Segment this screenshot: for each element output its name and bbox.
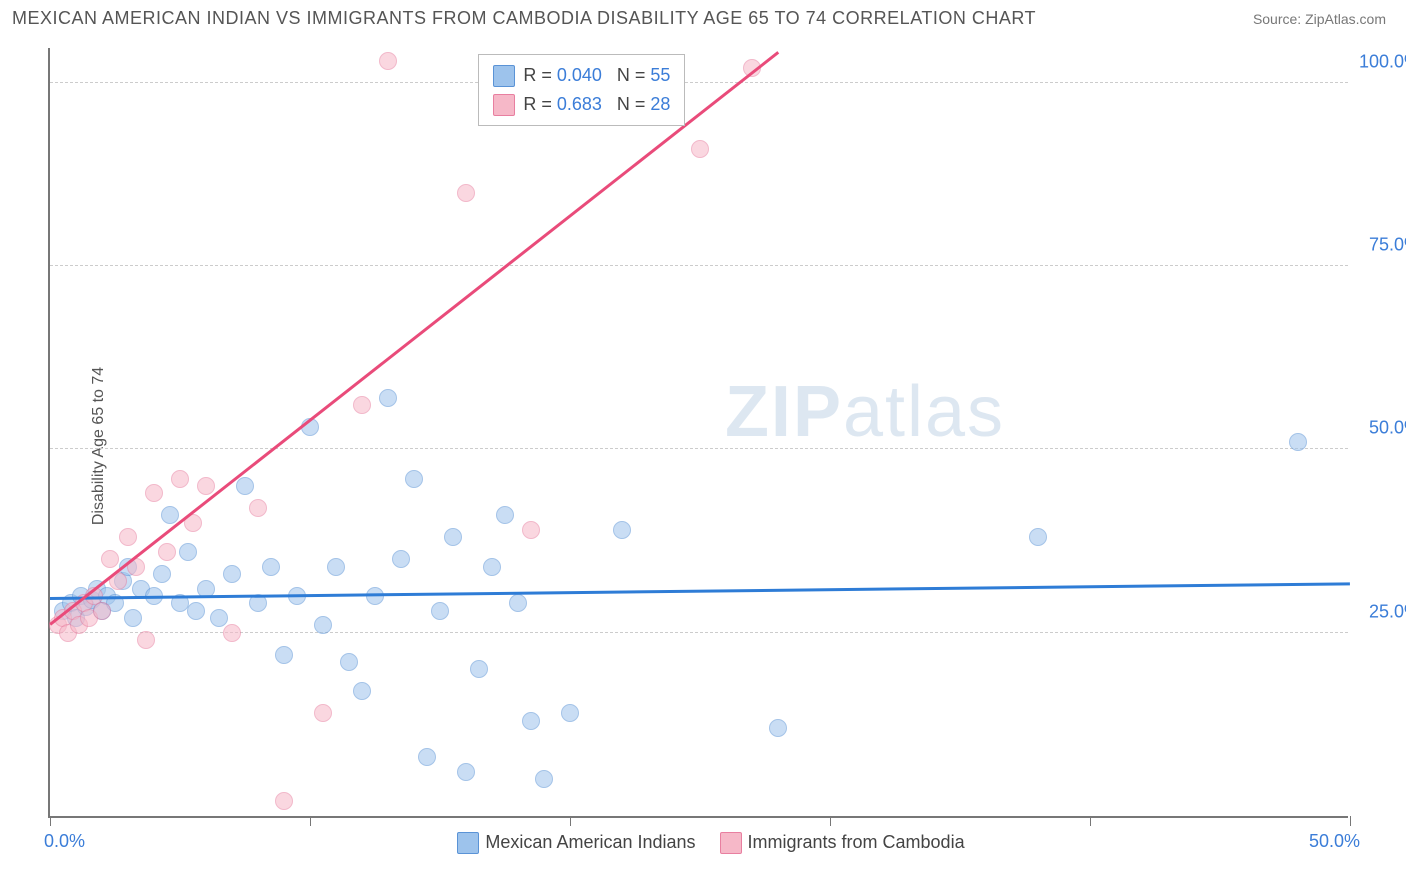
scatter-point xyxy=(691,140,709,158)
scatter-point xyxy=(353,396,371,414)
scatter-point xyxy=(161,506,179,524)
y-tick-label: 25.0% xyxy=(1369,601,1406,622)
scatter-point xyxy=(769,719,787,737)
scatter-point xyxy=(137,631,155,649)
scatter-point xyxy=(457,763,475,781)
legend-swatch xyxy=(493,65,515,87)
scatter-point xyxy=(249,499,267,517)
scatter-point xyxy=(470,660,488,678)
scatter-point xyxy=(210,609,228,627)
scatter-point xyxy=(405,470,423,488)
trend-line xyxy=(49,51,779,625)
header: MEXICAN AMERICAN INDIAN VS IMMIGRANTS FR… xyxy=(0,0,1406,33)
scatter-point xyxy=(561,704,579,722)
x-tick xyxy=(50,816,51,826)
scatter-point xyxy=(145,484,163,502)
scatter-point xyxy=(496,506,514,524)
chart-title: MEXICAN AMERICAN INDIAN VS IMMIGRANTS FR… xyxy=(12,8,1036,29)
correlation-legend: R = 0.040 N = 55R = 0.683 N = 28 xyxy=(478,54,685,126)
gridline xyxy=(50,265,1348,266)
x-tick xyxy=(310,816,311,826)
scatter-point xyxy=(483,558,501,576)
scatter-point xyxy=(431,602,449,620)
scatter-point xyxy=(379,52,397,70)
scatter-point xyxy=(153,565,171,583)
scatter-point xyxy=(171,470,189,488)
scatter-point xyxy=(101,550,119,568)
r-value: 0.040 xyxy=(557,65,602,85)
legend-label: Mexican American Indians xyxy=(485,832,695,852)
scatter-point xyxy=(392,550,410,568)
legend-swatch xyxy=(457,832,479,854)
y-tick-label: 100.0% xyxy=(1359,51,1406,72)
scatter-point xyxy=(418,748,436,766)
scatter-point xyxy=(124,609,142,627)
correlation-legend-row: R = 0.040 N = 55 xyxy=(493,61,670,90)
scatter-point xyxy=(275,792,293,810)
scatter-point xyxy=(1289,433,1307,451)
y-tick-label: 50.0% xyxy=(1369,418,1406,439)
gridline xyxy=(50,632,1348,633)
x-tick xyxy=(1090,816,1091,826)
source-attribution: Source: ZipAtlas.com xyxy=(1253,11,1386,27)
scatter-point xyxy=(522,521,540,539)
scatter-point xyxy=(366,587,384,605)
scatter-point xyxy=(314,616,332,634)
watermark: ZIPatlas xyxy=(725,371,1005,453)
scatter-point xyxy=(457,184,475,202)
legend-label: Immigrants from Cambodia xyxy=(748,832,965,852)
scatter-chart: ZIPatlas 25.0%50.0%75.0%100.0%0.0%50.0%R… xyxy=(48,48,1348,818)
y-tick-label: 75.0% xyxy=(1369,235,1406,256)
x-tick xyxy=(570,816,571,826)
legend-swatch xyxy=(493,94,515,116)
gridline xyxy=(50,82,1348,83)
scatter-point xyxy=(522,712,540,730)
scatter-point xyxy=(1029,528,1047,546)
series-legend: Mexican American Indians Immigrants from … xyxy=(50,832,1348,854)
scatter-point xyxy=(223,624,241,642)
scatter-point xyxy=(223,565,241,583)
scatter-point xyxy=(158,543,176,561)
scatter-point xyxy=(275,646,293,664)
legend-swatch xyxy=(720,832,742,854)
scatter-point xyxy=(93,602,111,620)
x-tick xyxy=(830,816,831,826)
scatter-point xyxy=(444,528,462,546)
scatter-point xyxy=(236,477,254,495)
scatter-point xyxy=(509,594,527,612)
r-value: 0.683 xyxy=(557,94,602,114)
scatter-point xyxy=(179,543,197,561)
scatter-point xyxy=(353,682,371,700)
scatter-point xyxy=(197,477,215,495)
scatter-point xyxy=(187,602,205,620)
scatter-point xyxy=(327,558,345,576)
x-tick xyxy=(1350,816,1351,826)
n-value: 28 xyxy=(650,94,670,114)
scatter-point xyxy=(535,770,553,788)
scatter-point xyxy=(340,653,358,671)
scatter-point xyxy=(314,704,332,722)
scatter-point xyxy=(613,521,631,539)
scatter-point xyxy=(119,528,137,546)
gridline xyxy=(50,448,1348,449)
trend-line xyxy=(50,583,1350,600)
scatter-point xyxy=(262,558,280,576)
n-value: 55 xyxy=(650,65,670,85)
scatter-point xyxy=(379,389,397,407)
correlation-legend-row: R = 0.683 N = 28 xyxy=(493,90,670,119)
